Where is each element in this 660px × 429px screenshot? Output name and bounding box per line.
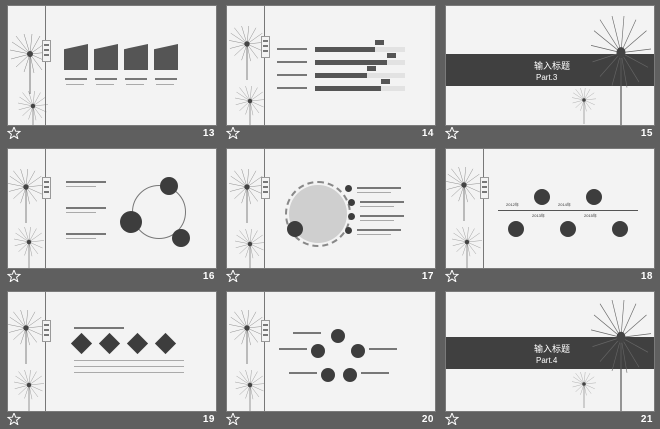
icon-panel xyxy=(154,44,178,70)
slide-transition-icon xyxy=(445,127,459,139)
section-subtitle: Part.3 xyxy=(536,73,558,82)
timeline-year: 2012年 xyxy=(506,202,519,207)
slide-canvas xyxy=(226,5,436,126)
icon-panel xyxy=(94,44,118,70)
dandelion-icon xyxy=(572,87,596,125)
divider-line xyxy=(45,149,46,268)
icon-panel xyxy=(64,44,88,70)
slide-number: 21 xyxy=(640,414,653,425)
slide-number: 17 xyxy=(421,271,434,282)
slide-thumbnail-16[interactable]: 16 xyxy=(7,148,217,286)
slide-number: 14 xyxy=(421,128,434,139)
dandelion-icon xyxy=(229,169,265,223)
timeline-year: 2014年 xyxy=(558,202,571,207)
slide-number: 16 xyxy=(202,271,215,282)
timeline-year: 2015年 xyxy=(584,213,597,218)
slide-canvas: 输入标题 Part.3 xyxy=(445,5,655,126)
slide-transition-icon xyxy=(226,270,240,282)
dandelion-icon xyxy=(452,227,482,268)
icon-panel xyxy=(124,44,148,70)
chart-icon xyxy=(160,177,178,195)
timeline-year: 2013年 xyxy=(532,213,545,218)
section-title: 输入标题 xyxy=(534,344,571,354)
dandelion-icon xyxy=(591,16,651,125)
dandelion-icon xyxy=(591,300,651,411)
dandelion-icon xyxy=(18,91,48,125)
slide-transition-icon xyxy=(7,270,21,282)
dandelion-icon xyxy=(235,229,265,268)
dandelion-icon xyxy=(8,310,44,364)
slide-transition-icon xyxy=(7,413,21,425)
title-marker xyxy=(261,320,270,342)
slide-number: 15 xyxy=(640,128,653,139)
slide-number: 20 xyxy=(421,414,434,425)
dandelion-icon xyxy=(235,370,265,411)
title-marker xyxy=(261,36,270,58)
timeline-axis xyxy=(498,210,638,211)
slide-number: 13 xyxy=(202,128,215,139)
slide-canvas xyxy=(226,291,436,412)
slide-transition-icon xyxy=(445,270,459,282)
slide-number: 18 xyxy=(640,271,653,282)
slide-canvas xyxy=(7,148,217,269)
title-marker xyxy=(261,177,270,199)
dandelion-icon xyxy=(229,26,265,80)
briefcase-icon xyxy=(172,229,190,247)
slide-transition-icon xyxy=(445,413,459,425)
slide-canvas xyxy=(7,291,217,412)
dandelion-icon xyxy=(446,167,482,221)
divider-line xyxy=(483,149,484,268)
slide-transition-icon xyxy=(226,127,240,139)
slide-thumbnail-14[interactable]: 14 xyxy=(226,5,436,143)
slide-thumbnail-20[interactable]: 20 xyxy=(226,291,436,429)
dandelion-icon xyxy=(235,86,265,125)
slide-canvas xyxy=(226,148,436,269)
photo-badge xyxy=(287,221,303,237)
slide-canvas: 输入标题 Part.4 xyxy=(445,291,655,412)
slide-transition-icon xyxy=(7,127,21,139)
slide-thumbnail-17[interactable]: 17 xyxy=(226,148,436,286)
slide-thumbnail-13[interactable]: 13 xyxy=(7,5,217,143)
slide-thumbnail-18[interactable]: 2012年 2013年 2014年 2015年 18 xyxy=(445,148,655,286)
title-marker xyxy=(42,320,51,342)
slide-canvas xyxy=(7,5,217,126)
title-marker xyxy=(42,40,51,62)
slide-canvas: 2012年 2013年 2014年 2015年 xyxy=(445,148,655,269)
slide-thumbnail-15[interactable]: 输入标题 Part.3 15 xyxy=(445,5,655,143)
divider-line xyxy=(264,6,265,125)
divider-line xyxy=(264,149,265,268)
dandelion-icon xyxy=(14,227,44,268)
section-subtitle: Part.4 xyxy=(536,356,558,365)
slide-number: 19 xyxy=(202,414,215,425)
slide-thumbnail-19[interactable]: 19 xyxy=(7,291,217,429)
dandelion-icon xyxy=(14,370,44,411)
slide-transition-icon xyxy=(226,413,240,425)
divider-line xyxy=(264,292,265,411)
dandelion-icon xyxy=(572,371,596,409)
section-title: 输入标题 xyxy=(534,61,571,71)
dandelion-icon xyxy=(229,310,265,364)
title-marker xyxy=(480,177,489,199)
divider-line xyxy=(45,6,46,125)
slide-thumbnail-21[interactable]: 输入标题 Part.4 21 xyxy=(445,291,655,429)
dandelion-icon xyxy=(8,169,44,223)
divider-line xyxy=(45,292,46,411)
team-icon xyxy=(120,211,142,233)
title-marker xyxy=(42,177,51,199)
